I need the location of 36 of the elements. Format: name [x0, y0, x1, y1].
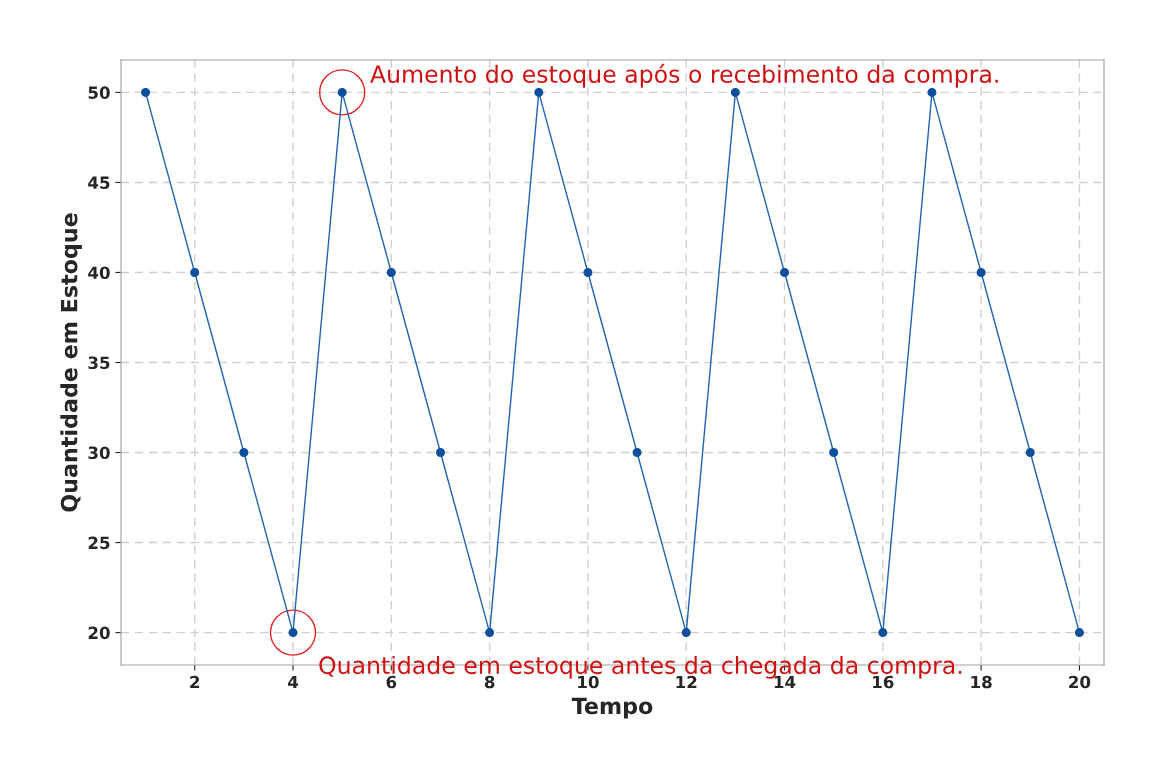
point — [141, 87, 151, 97]
x-tick-label: 4 — [287, 675, 299, 689]
point — [239, 448, 249, 458]
x-tick-label: 6 — [386, 675, 397, 689]
point — [927, 87, 937, 97]
point — [1074, 628, 1084, 638]
y-tick-label: 45 — [88, 176, 110, 190]
point — [190, 267, 200, 277]
x-tick-label: 20 — [1069, 675, 1091, 689]
point — [288, 628, 298, 638]
y-tick-label: 20 — [88, 626, 110, 640]
y-tick-label: 25 — [88, 536, 110, 550]
annotation: Aumento do estoque após o recebimento da compra. — [370, 63, 998, 88]
y-tick-label: 50 — [88, 86, 110, 99]
point — [534, 87, 544, 97]
point — [976, 267, 986, 277]
point — [435, 448, 445, 458]
point — [829, 448, 839, 458]
point — [337, 87, 347, 97]
x-tick-label: 18 — [971, 675, 992, 689]
x-tick-label: 2 — [190, 675, 200, 689]
y-axis-title: Quantidade em Estoque — [60, 213, 82, 512]
point — [1025, 448, 1035, 458]
point — [730, 87, 740, 97]
point — [583, 267, 593, 277]
y-tick-label: 30 — [88, 446, 110, 460]
y-tick-label: 35 — [88, 356, 110, 370]
point — [386, 267, 396, 277]
y-tick-label: 40 — [88, 266, 110, 280]
x-tick-label: 12 — [676, 675, 697, 689]
point — [780, 267, 790, 277]
point — [632, 448, 642, 458]
point — [878, 628, 888, 638]
point — [485, 628, 495, 638]
x-axis-title: Tempo — [571, 697, 653, 719]
point — [681, 628, 691, 638]
